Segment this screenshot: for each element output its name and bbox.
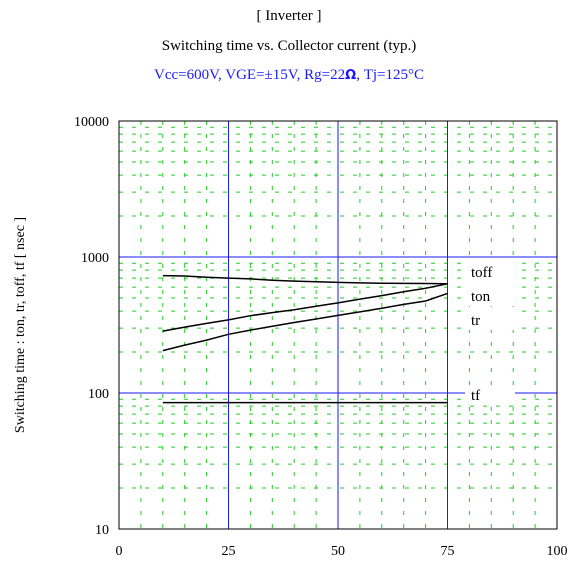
y-tick-label: 1000 <box>81 251 109 266</box>
plot-frame <box>118 120 558 530</box>
series-label-bg-tr <box>465 310 515 330</box>
series-line-tr <box>162 292 448 352</box>
x-tick-label: 0 <box>116 544 123 559</box>
tick-labels: 0 25 50 75 100 10 100 1000 10000 <box>74 115 568 559</box>
y-tick-label: 10 <box>95 523 109 538</box>
series-line-ton <box>162 283 448 332</box>
series-label-bg-tf <box>465 385 515 405</box>
chart-title: Switching time vs. Collector current (ty… <box>161 38 417 54</box>
y-axis-label: Switching time : ton, tr, toff, tf [ nse… <box>13 217 28 433</box>
conditions-text-end: , Tj=125°C <box>356 67 424 83</box>
conditions-text: Vcc=600V, VGE=±15V, Rg=22 <box>154 67 346 83</box>
chart-title-inverter: [ Inverter ] <box>256 8 322 24</box>
series-label-tf: tf <box>471 388 480 404</box>
series-label-toff: toff <box>471 265 492 281</box>
x-tick-label: 50 <box>331 544 345 559</box>
x-tick-label: 25 <box>222 544 236 559</box>
series-label-tr: tr <box>471 313 480 329</box>
y-tick-label: 10000 <box>74 115 109 130</box>
ohm-symbol: Ω <box>345 68 357 83</box>
series-label-bg-toff <box>465 262 515 282</box>
y-tick-label: 100 <box>88 387 109 402</box>
series-line-toff <box>162 274 448 285</box>
x-tick-label: 100 <box>547 544 568 559</box>
series-labels: toff ton tr tf <box>465 262 515 405</box>
x-tick-label: 75 <box>441 544 455 559</box>
series-label-bg-ton <box>465 286 515 306</box>
chart-conditions: Vcc=600V, VGE=±15V, Rg=22Ω, Tj=125°C <box>0 67 578 84</box>
series-label-ton: ton <box>471 289 491 305</box>
series-group <box>162 274 448 404</box>
